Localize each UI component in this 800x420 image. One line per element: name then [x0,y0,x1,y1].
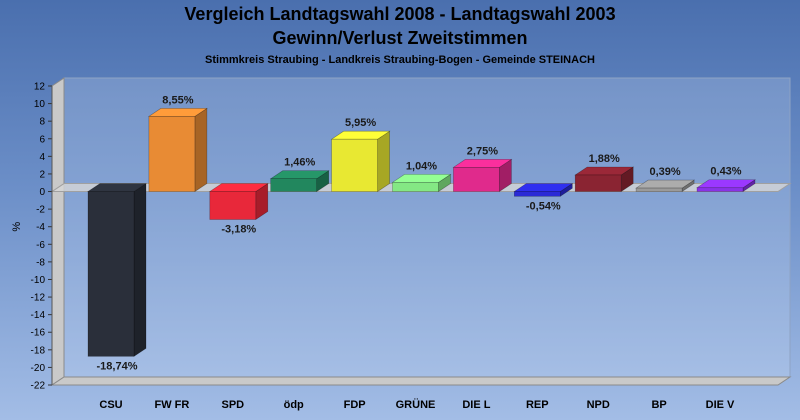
chart-title-line-2: Gewinn/Verlust Zweitstimmen [272,28,528,48]
y-tick-label: 2 [39,169,45,180]
y-tick-label: -4 [36,222,45,233]
bar-front [331,138,378,192]
bar-front [635,187,683,192]
bar-spd: -3,18% [208,182,269,235]
bar-front [270,178,318,192]
y-tick-label: -16 [31,328,46,339]
y-tick-label: 6 [39,134,45,145]
x-tick-label: SPD [221,399,244,411]
y-axis-label: % [11,222,23,232]
bar-die-l: 2,75% [452,145,513,193]
bar-fdp: 5,95% [330,117,391,193]
y-tick-label: -20 [31,363,46,374]
y-axis: 12 10 8 6 4 2 0 -2 -4 -6 -8 -10 -12 -14 -16 -18 -20 -22 [31,82,53,392]
y-tick-label: 0 [39,187,45,198]
data-label: -3,18% [221,223,256,235]
data-label: 0,43% [710,166,741,178]
bar-front [148,116,196,192]
bar-side [194,107,208,193]
chart-subtitle: Stimmkreis Straubing - Landkreis Straubi… [205,54,595,66]
bar-fw-fr: 8,55% [147,94,208,193]
bar-front [696,187,744,192]
bar-front [513,191,561,197]
bar-front [574,174,622,192]
bar-rep: -0,54% [513,182,574,212]
bar-die-v: 0,43% [696,166,756,193]
data-label: 5,95% [345,117,376,129]
bar-side [377,130,390,193]
bar-csu: -18,74% [87,182,147,372]
x-tick-label: REP [526,399,549,411]
x-tick-label: NPD [587,399,610,411]
y-tick-label: -22 [31,381,46,392]
x-tick-label: DIE V [706,399,735,411]
y-tick-label: 12 [34,82,46,93]
y-tick-label: 4 [39,152,45,163]
x-tick-label: GRÜNE [396,398,436,411]
x-tick-label: ödp [284,399,304,411]
bar-side [133,182,147,357]
data-label: 1,46% [284,157,315,169]
data-label: 2,75% [467,145,498,157]
bar-front [392,182,439,192]
bar-ödp: 1,46% [269,157,330,193]
data-label: 8,55% [162,94,193,106]
plot-left-wall [51,77,65,386]
y-tick-label: 10 [34,99,46,110]
y-tick-label: 8 [39,117,45,128]
y-tick-label: -10 [31,275,46,286]
y-tick-label: -6 [36,240,45,251]
data-label: 1,88% [589,153,620,165]
plot-floor [50,376,792,386]
data-label: -18,74% [97,360,138,372]
bar-grüne: 1,04% [391,160,452,193]
chart-title: Vergleich Landtagswahl 2008 - Landtagswa… [184,4,616,24]
data-label: 1,04% [406,160,437,172]
y-tick-label: -14 [31,310,46,321]
bar-front [453,167,500,192]
x-axis: CSU FW FR SPD ödp FDP GRÜNE DIE L REP NPD BP DIE V [99,398,735,411]
bar-bp: 0,39% [635,166,696,193]
bar-front [209,191,257,220]
y-tick-label: -18 [31,345,46,356]
bar-npd: 1,88% [574,153,635,193]
bars: -18,74% 8,55% -3,18% 1,46% 5,95% 1,04% 2,75% -0… [87,94,756,372]
x-tick-label: FDP [344,399,366,411]
y-tick-label: -2 [36,205,45,216]
x-tick-label: BP [651,399,666,411]
x-tick-label: CSU [99,399,122,411]
y-tick-label: -8 [36,257,45,268]
bar-front [87,191,135,357]
data-label: -0,54% [526,200,561,212]
x-tick-label: DIE L [462,399,490,411]
data-label: 0,39% [649,166,680,178]
x-tick-label: FW FR [154,399,189,411]
y-tick-label: -12 [31,293,46,304]
